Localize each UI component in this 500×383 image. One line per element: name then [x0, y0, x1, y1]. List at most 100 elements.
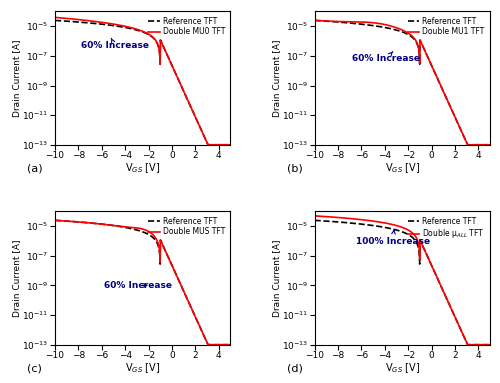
Reference TFT: [205, 142, 211, 147]
Reference TFT: [342, 220, 348, 225]
Double MU0 TFT: [83, 18, 89, 23]
Reference TFT: [356, 22, 362, 26]
Reference TFT: [52, 18, 58, 23]
Double μ$_{ALL}$ TFT: [487, 342, 493, 347]
Reference TFT: [83, 20, 89, 25]
Line: Double MU0 TFT: Double MU0 TFT: [55, 17, 231, 145]
Text: (b): (b): [286, 164, 302, 173]
Reference TFT: [205, 342, 211, 347]
Line: Reference TFT: Reference TFT: [314, 220, 490, 345]
Y-axis label: Drain Current [A]: Drain Current [A]: [272, 39, 280, 117]
Double μ$_{ALL}$ TFT: [415, 239, 421, 244]
Y-axis label: Drain Current [A]: Drain Current [A]: [272, 239, 280, 317]
Line: Reference TFT: Reference TFT: [55, 20, 231, 145]
Reference TFT: [169, 64, 175, 68]
Reference TFT: [228, 342, 234, 347]
Double MU1 TFT: [428, 64, 434, 68]
Line: Double MU1 TFT: Double MU1 TFT: [314, 20, 490, 145]
Legend: Reference TFT, Double MU0 TFT: Reference TFT, Double MU0 TFT: [146, 15, 226, 38]
Double MU1 TFT: [356, 20, 362, 24]
Line: Reference TFT: Reference TFT: [314, 20, 490, 145]
Double MUS TFT: [156, 242, 162, 246]
Double μ$_{ALL}$ TFT: [391, 223, 397, 227]
Double MU0 TFT: [132, 26, 138, 31]
Double μ$_{ALL}$ TFT: [312, 214, 318, 218]
Double MU0 TFT: [228, 142, 234, 147]
Reference TFT: [228, 142, 234, 147]
Double μ$_{ALL}$ TFT: [356, 217, 362, 222]
Reference TFT: [391, 27, 397, 32]
Double MU1 TFT: [487, 142, 493, 147]
Reference TFT: [356, 222, 362, 226]
X-axis label: V$_{GS}$ [V]: V$_{GS}$ [V]: [384, 361, 420, 375]
Double MUS TFT: [205, 342, 211, 347]
Double MUS TFT: [52, 218, 58, 223]
Reference TFT: [169, 264, 175, 268]
Double μ$_{ALL}$ TFT: [428, 264, 434, 268]
Reference TFT: [312, 18, 318, 23]
Double MUS TFT: [184, 296, 190, 301]
Double MU0 TFT: [52, 15, 58, 20]
Double MU1 TFT: [444, 97, 450, 101]
Double MU0 TFT: [169, 64, 175, 68]
Reference TFT: [428, 64, 434, 68]
Double MU0 TFT: [156, 44, 162, 49]
Reference TFT: [464, 142, 470, 147]
Line: Reference TFT: Reference TFT: [55, 220, 231, 345]
Reference TFT: [415, 244, 421, 249]
Double MU0 TFT: [184, 97, 190, 101]
Double μ$_{ALL}$ TFT: [342, 216, 348, 221]
Legend: Reference TFT, Double MU1 TFT: Reference TFT, Double MU1 TFT: [406, 15, 486, 38]
Legend: Reference TFT, Double μ$_{ALL}$ TFT: Reference TFT, Double μ$_{ALL}$ TFT: [406, 215, 486, 242]
Text: 60% Increase: 60% Increase: [352, 52, 420, 63]
Reference TFT: [464, 342, 470, 347]
Reference TFT: [52, 218, 58, 223]
Reference TFT: [444, 296, 450, 301]
Y-axis label: Drain Current [A]: Drain Current [A]: [12, 239, 21, 317]
Reference TFT: [312, 218, 318, 223]
Y-axis label: Drain Current [A]: Drain Current [A]: [12, 39, 21, 117]
Reference TFT: [487, 342, 493, 347]
Reference TFT: [83, 220, 89, 225]
Line: Double MUS TFT: Double MUS TFT: [55, 220, 231, 345]
Reference TFT: [415, 44, 421, 49]
Reference TFT: [156, 44, 162, 49]
Double MU1 TFT: [415, 43, 421, 48]
Text: 100% Increase: 100% Increase: [356, 230, 430, 246]
Reference TFT: [156, 244, 162, 249]
Reference TFT: [342, 20, 348, 25]
Double μ$_{ALL}$ TFT: [464, 342, 470, 347]
Double μ$_{ALL}$ TFT: [444, 296, 450, 301]
Reference TFT: [184, 296, 190, 301]
Line: Double μ$_{ALL}$ TFT: Double μ$_{ALL}$ TFT: [314, 216, 490, 345]
Reference TFT: [132, 227, 138, 232]
X-axis label: V$_{GS}$ [V]: V$_{GS}$ [V]: [384, 161, 420, 175]
X-axis label: V$_{GS}$ [V]: V$_{GS}$ [V]: [125, 161, 160, 175]
Legend: Reference TFT, Double MUS TFT: Reference TFT, Double MUS TFT: [147, 215, 226, 238]
Reference TFT: [428, 264, 434, 268]
Double MU1 TFT: [391, 25, 397, 29]
Text: (d): (d): [286, 363, 302, 373]
Text: (a): (a): [27, 164, 42, 173]
Double MUS TFT: [132, 225, 138, 230]
Double MUS TFT: [169, 264, 175, 268]
Double MUS TFT: [97, 222, 103, 226]
Text: (c): (c): [27, 363, 42, 373]
Double MU0 TFT: [97, 20, 103, 25]
Double MU1 TFT: [342, 20, 348, 24]
Double MU0 TFT: [205, 142, 211, 147]
Text: 60% Increase: 60% Increase: [104, 281, 172, 290]
Reference TFT: [391, 227, 397, 232]
Reference TFT: [184, 97, 190, 101]
Reference TFT: [444, 97, 450, 101]
Reference TFT: [97, 22, 103, 26]
Double MU1 TFT: [464, 142, 470, 147]
Double MUS TFT: [228, 342, 234, 347]
Reference TFT: [487, 142, 493, 147]
Double MU1 TFT: [312, 18, 318, 23]
Reference TFT: [132, 27, 138, 32]
Double MUS TFT: [83, 220, 89, 225]
X-axis label: V$_{GS}$ [V]: V$_{GS}$ [V]: [125, 361, 160, 375]
Text: 60% Increase: 60% Increase: [80, 38, 148, 50]
Reference TFT: [97, 222, 103, 226]
